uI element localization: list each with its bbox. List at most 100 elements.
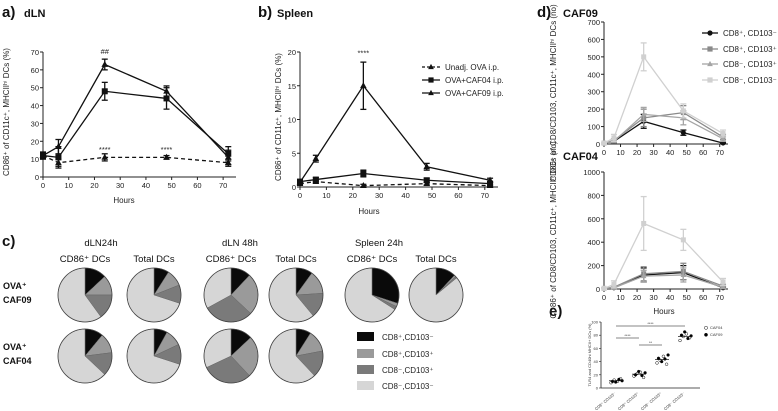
chart-b-legend-label: OVA+CAF09 i.p. (445, 89, 504, 98)
chart-d_top-x-tick-label: 10 (616, 148, 624, 157)
chart-b-legend-marker (428, 63, 434, 70)
chart-b-legend-label: OVA+CAF04 i.p. (445, 76, 504, 85)
chart-d_bottom-data-point (611, 281, 617, 287)
pie-outline (408, 267, 464, 323)
chart-a-annotation: **** (161, 145, 173, 154)
chart-d_bottom-data-point (601, 285, 607, 291)
chart-d_top-data-point (680, 108, 686, 114)
chart-a-data-point (55, 143, 62, 150)
chart-d-legend-marker (707, 30, 713, 36)
chart-e-legend-label: CAF04 (710, 325, 723, 330)
pie-row-label: OVA⁺ (3, 281, 27, 291)
chart-a-x-tick-label: 70 (219, 181, 227, 190)
chart-d_top-x-tick-label: 20 (633, 148, 641, 157)
chart-e-legend-marker (704, 325, 708, 330)
chart-d_top-y-tick-label: 700 (587, 18, 600, 27)
chart-a-annotation: ## (101, 47, 110, 56)
chart-d_bottom-y-tick-label: 800 (587, 191, 600, 200)
chart-b-ylabel: CD86⁺ of CD11c⁺, MHCIIʰⁱ DCs (%) (274, 53, 283, 181)
chart-e-significance-label: **** (624, 333, 631, 338)
chart-d_top-y-tick-label: 600 (587, 35, 600, 44)
pie-outline (268, 267, 324, 323)
pie-legend-swatch (357, 349, 374, 358)
pie-row-label: OVA⁺ (3, 342, 27, 352)
pie-group-title-3: Spleen 24h (355, 238, 403, 249)
pie-outline (57, 328, 113, 384)
panel-label-b: b) (258, 4, 272, 21)
pie-outline (126, 267, 182, 323)
chart-d_top-data-point (680, 130, 686, 136)
chart-d_top-data-point (641, 54, 647, 60)
chart-a-data-point (39, 151, 47, 158)
chart-d_top-series-line (603, 120, 724, 144)
chart-d_bottom-series-line (603, 274, 724, 290)
chart-e-ylabel: TLR4 and CD40hi MHCII+ DCs (%) (587, 323, 592, 387)
chart-d_bottom-data-point (720, 279, 726, 285)
chart-e-data-point (678, 338, 682, 343)
chart-d-legend-marker (707, 60, 713, 67)
chart-d_top-series-line (603, 55, 724, 144)
chart-e-x-tick-label: CD8⁻ CD103⁻ (663, 391, 686, 411)
chart-a-data-point (163, 95, 170, 102)
chart-e-y-tick-label: 20 (594, 372, 599, 377)
chart-b-data-point (312, 155, 320, 162)
chart-a-data-point (163, 87, 170, 94)
chart-e-y-tick-label: 60 (594, 346, 599, 351)
chart-e-data-point (655, 361, 659, 365)
chart-a-title: dLN (24, 8, 45, 20)
chart-d_top-y-tick-label: 300 (587, 88, 600, 97)
chart-e-data-point (664, 362, 669, 366)
chart-e-significance-label: **** (647, 321, 654, 326)
pie-outline (203, 267, 259, 323)
pie-col-title-6: Total DCs (415, 254, 456, 265)
chart-b-data-point (360, 182, 367, 189)
pie-outline (268, 328, 324, 384)
pie-col-title-5: CD86⁺ DCs (347, 254, 398, 265)
chart-a-xlabel: Hours (113, 196, 134, 205)
chart-d_top-y-tick-label: 100 (587, 123, 600, 132)
chart-d_top-data-point (601, 140, 607, 146)
pie-outline (126, 328, 182, 384)
chart-b-data-point (296, 178, 304, 185)
chart-d_top-y-tick-label: 500 (587, 53, 600, 62)
chart-d_bottom-y-tick-label: 0 (596, 285, 600, 294)
chart-d_bottom-data-point (641, 220, 647, 226)
chart-a-y-tick-label: 50 (31, 84, 39, 93)
chart-d_top-x-tick-label: 30 (649, 148, 657, 157)
chart-b-annotation: **** (358, 48, 370, 57)
pie-group-title-2: dLN 48h (222, 238, 258, 249)
chart-b-legend-marker (428, 89, 434, 96)
chart-e-legend-marker (704, 332, 708, 337)
chart-a-data-point (101, 153, 109, 160)
chart-a-y-tick-label: 10 (31, 155, 39, 164)
chart-e-data-point (660, 359, 664, 364)
pie-row-label: CAF04 (3, 356, 32, 366)
chart-d_bottom-y-tick-label: 400 (587, 238, 600, 247)
chart-a-y-tick-label: 60 (31, 66, 39, 75)
chart-a-x-tick-label: 50 (167, 181, 175, 190)
pie-legend-label: CD8⁻,CD103⁺ (382, 366, 434, 375)
chart-b-xlabel: Hours (358, 207, 379, 216)
chart-a-x-tick-label: 40 (142, 181, 150, 190)
chart-a-x-tick-label: 30 (116, 181, 124, 190)
chart-a-data-point (101, 88, 108, 95)
chart-b-x-tick-label: 70 (481, 191, 489, 200)
chart-e-data-point (637, 369, 641, 374)
chart-d_bottom-y-tick-label: 1000 (583, 168, 600, 177)
chart-d_bottom-x-tick-label: 0 (602, 293, 606, 302)
chart-e-legend-label: CAF09 (710, 332, 723, 337)
pie-group-title-1: dLN24h (84, 238, 117, 249)
chart-a-data-point (55, 154, 62, 161)
chart-d_bottom-data-point (640, 273, 647, 279)
chart-d_top-y-tick-label: 400 (587, 70, 600, 79)
chart-e-y-tick-label: 80 (594, 333, 599, 338)
chart-d_bottom-x-tick-label: 50 (682, 293, 690, 302)
chart-d-legend-marker (707, 46, 713, 52)
chart-e-data-point (683, 330, 687, 334)
chart-e-x-tick-label: CD8⁺ CD103⁻ (594, 391, 617, 411)
chart-d-legend-marker (707, 77, 713, 83)
pie-outline (203, 328, 259, 384)
pie-legend-swatch (357, 332, 374, 341)
pie-legend-swatch (357, 381, 374, 390)
